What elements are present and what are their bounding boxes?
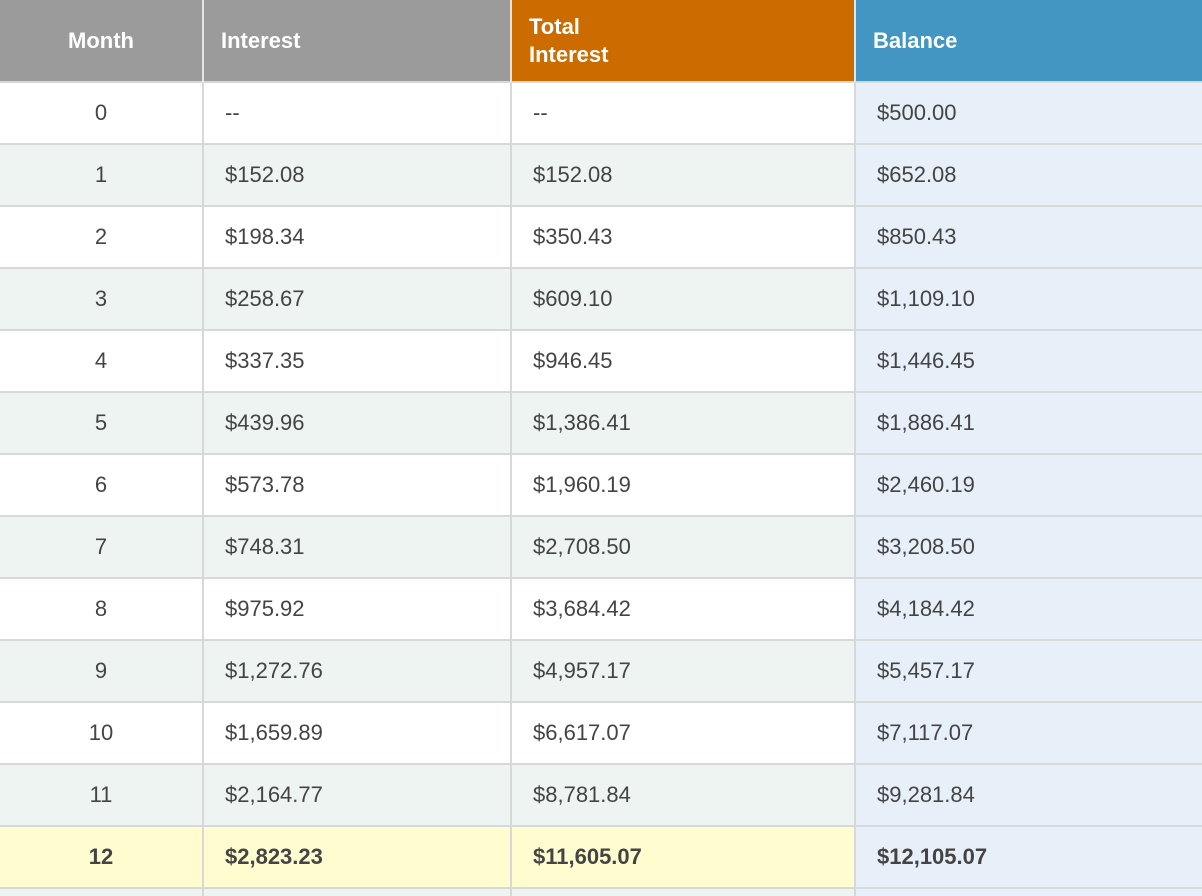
total-interest-cell: $2,708.50 [511, 515, 856, 578]
interest-cell: $198.34 [203, 205, 512, 268]
table-body: 0 -- -- $500.00 1 $152.08 $152.08 $652.08 2 $198.… [0, 81, 1202, 896]
interest-cell: $748.31 [203, 515, 512, 578]
month-cell: 7 [0, 515, 204, 578]
total-interest-cell: $1,960.19 [511, 453, 856, 516]
total-interest-cell: -- [511, 81, 856, 144]
balance-cell: $500.00 [855, 81, 1202, 144]
table-row: 9 $1,272.76 $4,957.17 $5,457.17 [0, 639, 1202, 702]
interest-cell: $258.67 [203, 267, 512, 330]
table-row: 11 $2,164.77 $8,781.84 $9,281.84 [0, 763, 1202, 826]
empty-cell [511, 887, 856, 896]
total-interest-cell: $152.08 [511, 143, 856, 206]
total-interest-cell: $6,617.07 [511, 701, 856, 764]
total-interest-cell: $11,605.07 [511, 825, 856, 888]
table-row: 3 $258.67 $609.10 $1,109.10 [0, 267, 1202, 330]
month-cell: 0 [0, 81, 204, 144]
month-cell: 5 [0, 391, 204, 454]
total-interest-cell: $946.45 [511, 329, 856, 392]
balance-cell: $3,208.50 [855, 515, 1202, 578]
month-cell: 9 [0, 639, 204, 702]
interest-cell: $975.92 [203, 577, 512, 640]
interest-cell: $573.78 [203, 453, 512, 516]
month-cell: 3 [0, 267, 204, 330]
header-total-interest: Total Interest [511, 0, 856, 82]
interest-cell: $1,272.76 [203, 639, 512, 702]
month-cell: 4 [0, 329, 204, 392]
table-row: 12 $2,823.23 $11,605.07 $12,105.07 [0, 825, 1202, 888]
balance-cell: $1,886.41 [855, 391, 1202, 454]
table-row: 0 -- -- $500.00 [0, 81, 1202, 144]
table-row: 1 $152.08 $152.08 $652.08 [0, 143, 1202, 206]
total-interest-cell: $3,684.42 [511, 577, 856, 640]
interest-cell: $2,164.77 [203, 763, 512, 826]
table-row: 4 $337.35 $946.45 $1,446.45 [0, 329, 1202, 392]
total-interest-cell: $4,957.17 [511, 639, 856, 702]
balance-cell: $652.08 [855, 143, 1202, 206]
balance-cell: $12,105.07 [855, 825, 1202, 888]
table-row: 5 $439.96 $1,386.41 $1,886.41 [0, 391, 1202, 454]
total-interest-cell: $350.43 [511, 205, 856, 268]
balance-cell: $5,457.17 [855, 639, 1202, 702]
balance-cell: $4,184.42 [855, 577, 1202, 640]
table-row-partial [0, 887, 1202, 896]
month-cell: 11 [0, 763, 204, 826]
table-header: Month Interest Total Interest Balance [0, 0, 1202, 82]
total-interest-cell: $1,386.41 [511, 391, 856, 454]
table-row: 2 $198.34 $350.43 $850.43 [0, 205, 1202, 268]
month-cell: 10 [0, 701, 204, 764]
interest-cell: $439.96 [203, 391, 512, 454]
total-interest-cell: $8,781.84 [511, 763, 856, 826]
month-cell: 1 [0, 143, 204, 206]
interest-cell: $152.08 [203, 143, 512, 206]
header-month: Month [0, 0, 204, 82]
month-cell: 12 [0, 825, 204, 888]
interest-cell: $337.35 [203, 329, 512, 392]
total-interest-cell: $609.10 [511, 267, 856, 330]
balance-cell: $9,281.84 [855, 763, 1202, 826]
balance-cell: $1,109.10 [855, 267, 1202, 330]
empty-cell [203, 887, 512, 896]
empty-cell [855, 887, 1202, 896]
balance-cell: $2,460.19 [855, 453, 1202, 516]
empty-cell [0, 887, 204, 896]
table-row: 8 $975.92 $3,684.42 $4,184.42 [0, 577, 1202, 640]
month-cell: 6 [0, 453, 204, 516]
balance-cell: $850.43 [855, 205, 1202, 268]
interest-cell: -- [203, 81, 512, 144]
month-cell: 8 [0, 577, 204, 640]
table-row: 10 $1,659.89 $6,617.07 $7,117.07 [0, 701, 1202, 764]
table-row: 7 $748.31 $2,708.50 $3,208.50 [0, 515, 1202, 578]
interest-cell: $1,659.89 [203, 701, 512, 764]
interest-cell: $2,823.23 [203, 825, 512, 888]
balance-cell: $1,446.45 [855, 329, 1202, 392]
month-cell: 2 [0, 205, 204, 268]
header-interest: Interest [203, 0, 512, 82]
header-row: Month Interest Total Interest Balance [0, 0, 1202, 82]
header-total-interest-line2: Interest [529, 41, 609, 67]
table-row: 6 $573.78 $1,960.19 $2,460.19 [0, 453, 1202, 516]
balance-cell: $7,117.07 [855, 701, 1202, 764]
header-total-interest-line1: Total [529, 13, 580, 39]
header-balance: Balance [855, 0, 1202, 82]
